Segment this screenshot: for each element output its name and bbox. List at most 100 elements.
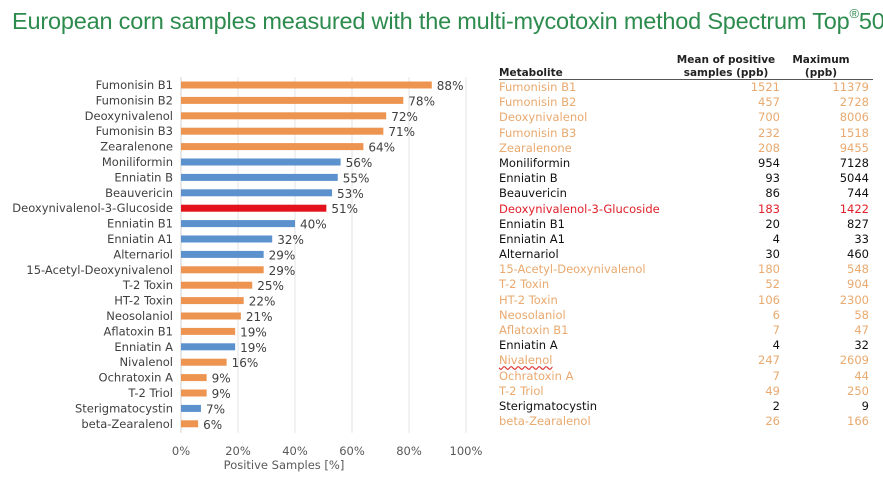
mean-cell: 1521 bbox=[750, 80, 780, 94]
value-label: 64% bbox=[368, 141, 395, 155]
value-label: 53% bbox=[337, 187, 364, 201]
metabolite-cell: Neosolaniol bbox=[499, 307, 566, 322]
max-cell: 11379 bbox=[832, 80, 869, 94]
header-mean: Mean of positive samples (ppb) bbox=[676, 54, 776, 79]
metabolite-cell: Alternariol bbox=[499, 247, 559, 262]
max-cell: 2300 bbox=[839, 292, 869, 307]
table-row: Fumonisin B3 232 1518 bbox=[499, 126, 873, 141]
max-cell: 8006 bbox=[839, 110, 869, 125]
mean-cell: 6 bbox=[772, 307, 780, 322]
category-label: Fumonisin B3 bbox=[96, 124, 173, 138]
table-row: Fumonisin B1 1521 11379 bbox=[499, 80, 873, 95]
category-label: Beauvericin bbox=[105, 186, 173, 200]
max-cell: 47 bbox=[854, 323, 869, 337]
metabolite-cell: Ochratoxin A bbox=[499, 368, 574, 383]
max-cell: 460 bbox=[847, 247, 869, 262]
max-cell: 166 bbox=[847, 414, 869, 429]
metabolite-cell: beta-Zearalenol bbox=[499, 414, 591, 429]
value-label: 78% bbox=[408, 94, 435, 108]
bar bbox=[181, 343, 236, 351]
bar bbox=[181, 112, 387, 120]
slide-title: European corn samples measured with the … bbox=[12, 6, 883, 35]
value-label: 21% bbox=[246, 310, 273, 324]
table-body: Fumonisin B1 1521 11379 Fumonisin B2 457 2728… bbox=[499, 80, 873, 429]
table-row: Alternariol 30 460 bbox=[499, 247, 873, 262]
mean-cell: 49 bbox=[765, 383, 780, 398]
table-row: Enniatin B1 20 827 bbox=[499, 217, 873, 232]
value-label: 51% bbox=[331, 202, 358, 216]
table-header: Metabolite Mean of positive samples (ppb)… bbox=[499, 54, 873, 80]
bar bbox=[181, 374, 207, 382]
value-label: 9% bbox=[212, 387, 231, 401]
max-cell: 33 bbox=[854, 231, 869, 246]
category-label: Sterigmatocystin bbox=[75, 401, 173, 415]
table-row: Nivalenol 247 2609 bbox=[499, 353, 873, 368]
value-label: 19% bbox=[240, 325, 267, 339]
mean-cell: 247 bbox=[758, 353, 780, 368]
metabolite-cell: Zearalenone bbox=[499, 140, 572, 155]
value-label: 29% bbox=[269, 248, 296, 262]
max-cell: 1518 bbox=[839, 125, 869, 140]
table-row: Fumonisin B2 457 2728 bbox=[499, 95, 873, 110]
bar bbox=[181, 358, 227, 366]
category-label: Enniatin B1 bbox=[107, 217, 173, 231]
metabolite-cell: Enniatin B bbox=[499, 171, 558, 186]
table-row: Deoxynivalenol-3-Glucoside 183 1422 bbox=[499, 202, 873, 217]
mean-cell: 457 bbox=[758, 95, 780, 110]
x-tick-label: 0% bbox=[172, 444, 190, 458]
bar bbox=[181, 220, 295, 228]
max-cell: 9455 bbox=[839, 140, 869, 155]
value-label: 56% bbox=[346, 156, 373, 170]
bar bbox=[181, 189, 333, 197]
category-label: Nivalenol bbox=[120, 355, 173, 369]
category-label: Neosolaniol bbox=[106, 309, 173, 323]
max-cell: 9 bbox=[861, 398, 869, 413]
table-row: Deoxynivalenol 700 8006 bbox=[499, 110, 873, 125]
table-row: Moniliformin 954 7128 bbox=[499, 156, 873, 171]
bar bbox=[181, 327, 236, 335]
bars bbox=[181, 81, 432, 428]
max-cell: 58 bbox=[854, 307, 869, 322]
mean-cell: 106 bbox=[758, 292, 780, 307]
category-label: beta-Zearalenol bbox=[81, 417, 173, 431]
table-row: Sterigmatocystin 2 9 bbox=[499, 399, 873, 414]
value-label: 32% bbox=[277, 233, 304, 247]
value-label: 19% bbox=[240, 341, 267, 355]
table-row: Neosolaniol 6 58 bbox=[499, 308, 873, 323]
value-label: 22% bbox=[249, 295, 276, 309]
table-row: Aflatoxin B1 7 47 bbox=[499, 323, 873, 338]
metabolite-cell: Deoxynivalenol bbox=[499, 110, 588, 125]
value-label: 40% bbox=[300, 218, 327, 232]
x-tick-label: 80% bbox=[396, 444, 422, 458]
mean-cell: 20 bbox=[765, 216, 780, 231]
value-label: 16% bbox=[232, 356, 259, 370]
bar bbox=[181, 281, 253, 289]
bar bbox=[181, 312, 241, 320]
metabolite-cell: Fumonisin B3 bbox=[499, 125, 577, 140]
metabolite-cell: HT-2 Toxin bbox=[499, 292, 558, 307]
mean-cell: 7 bbox=[772, 368, 780, 383]
metabolite-cell: Enniatin A bbox=[499, 338, 558, 353]
bar bbox=[181, 250, 264, 258]
mean-cell: 232 bbox=[758, 125, 780, 140]
value-label: 6% bbox=[203, 418, 222, 432]
metabolite-cell: Sterigmatocystin bbox=[499, 398, 598, 413]
mean-cell: 7 bbox=[772, 323, 780, 337]
bar bbox=[181, 127, 384, 135]
value-labels: 88%78%72%71%64%56%55%53%51%40%32%29%29%2… bbox=[203, 79, 463, 432]
value-label: 7% bbox=[206, 402, 225, 416]
value-label: 71% bbox=[388, 125, 415, 139]
bar bbox=[181, 404, 201, 412]
category-label: T-2 Toxin bbox=[122, 278, 173, 292]
category-label: Fumonisin B1 bbox=[96, 78, 173, 92]
max-cell: 250 bbox=[847, 383, 869, 398]
category-label: 15-Acetyl-Deoxynivalenol bbox=[26, 263, 173, 277]
table-row: T-2 Triol 49 250 bbox=[499, 384, 873, 399]
table-row: Ochratoxin A 7 44 bbox=[499, 369, 873, 384]
x-tick-label: 100% bbox=[450, 444, 483, 458]
max-cell: 2728 bbox=[839, 95, 869, 110]
mean-cell: 30 bbox=[765, 247, 780, 262]
metabolite-cell: Aflatoxin B1 bbox=[499, 323, 569, 337]
